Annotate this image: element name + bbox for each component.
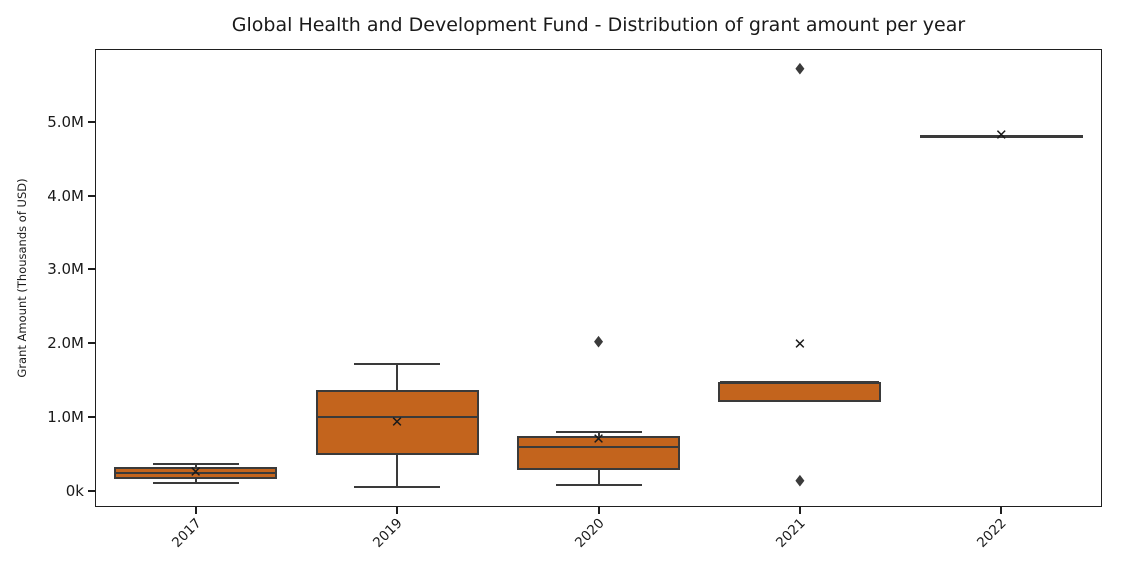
upper-whisker <box>194 464 197 468</box>
x-tick-mark <box>396 507 399 514</box>
mean-marker: ✕ <box>995 126 1008 145</box>
lower-whisker-cap <box>354 486 441 489</box>
lower-whisker-cap <box>555 483 642 486</box>
chart-title: Global Health and Development Fund - Dis… <box>231 14 966 36</box>
y-tick-mark <box>88 268 95 271</box>
y-tick-mark <box>88 416 95 419</box>
outlier-point: ♦ <box>591 333 606 353</box>
y-tick-label: 0k <box>65 482 84 501</box>
y-tick-mark <box>88 120 95 123</box>
x-tick-label: 2020 <box>571 515 608 551</box>
mean-marker: ✕ <box>793 334 807 353</box>
median-line <box>116 471 276 474</box>
y-tick-mark <box>88 342 95 345</box>
mean-marker: ✕ <box>592 429 605 448</box>
mean-marker: ✕ <box>189 462 202 481</box>
upper-whisker <box>597 431 600 436</box>
lower-whisker <box>396 455 399 488</box>
lower-whisker <box>194 478 197 483</box>
mean-marker: ✕ <box>390 413 404 432</box>
x-tick-label: 2022 <box>974 515 1010 551</box>
x-tick-mark <box>597 507 600 514</box>
median-line <box>317 415 477 418</box>
x-tick-mark <box>1000 507 1003 514</box>
upper-whisker <box>396 364 399 391</box>
outlier-point: ♦ <box>792 471 808 491</box>
outlier-point: ♦ <box>792 59 808 79</box>
lower-whisker-cap <box>152 481 239 484</box>
upper-whisker-cap <box>152 463 239 466</box>
lower-whisker <box>597 470 600 485</box>
y-tick-label: 5.0M <box>47 112 84 131</box>
x-tick-label: 2021 <box>772 515 809 551</box>
median-line <box>720 380 880 383</box>
upper-whisker-cap <box>354 363 441 366</box>
y-tick-mark <box>88 490 95 493</box>
collapsed-box <box>919 134 1083 138</box>
box <box>517 435 680 470</box>
y-tick-mark <box>88 194 95 197</box>
x-tick-label: 2017 <box>168 515 205 551</box>
y-tick-label: 4.0M <box>47 186 84 205</box>
x-tick-mark <box>798 507 801 514</box>
box <box>315 390 479 456</box>
y-tick-label: 1.0M <box>47 408 84 427</box>
y-tick-label: 2.0M <box>47 334 84 353</box>
x-tick-mark <box>194 507 197 514</box>
x-tick-label: 2019 <box>370 515 406 551</box>
upper-whisker-cap <box>555 430 642 433</box>
y-tick-label: 3.0M <box>47 260 84 279</box>
median-line <box>519 446 678 449</box>
box <box>718 381 882 402</box>
